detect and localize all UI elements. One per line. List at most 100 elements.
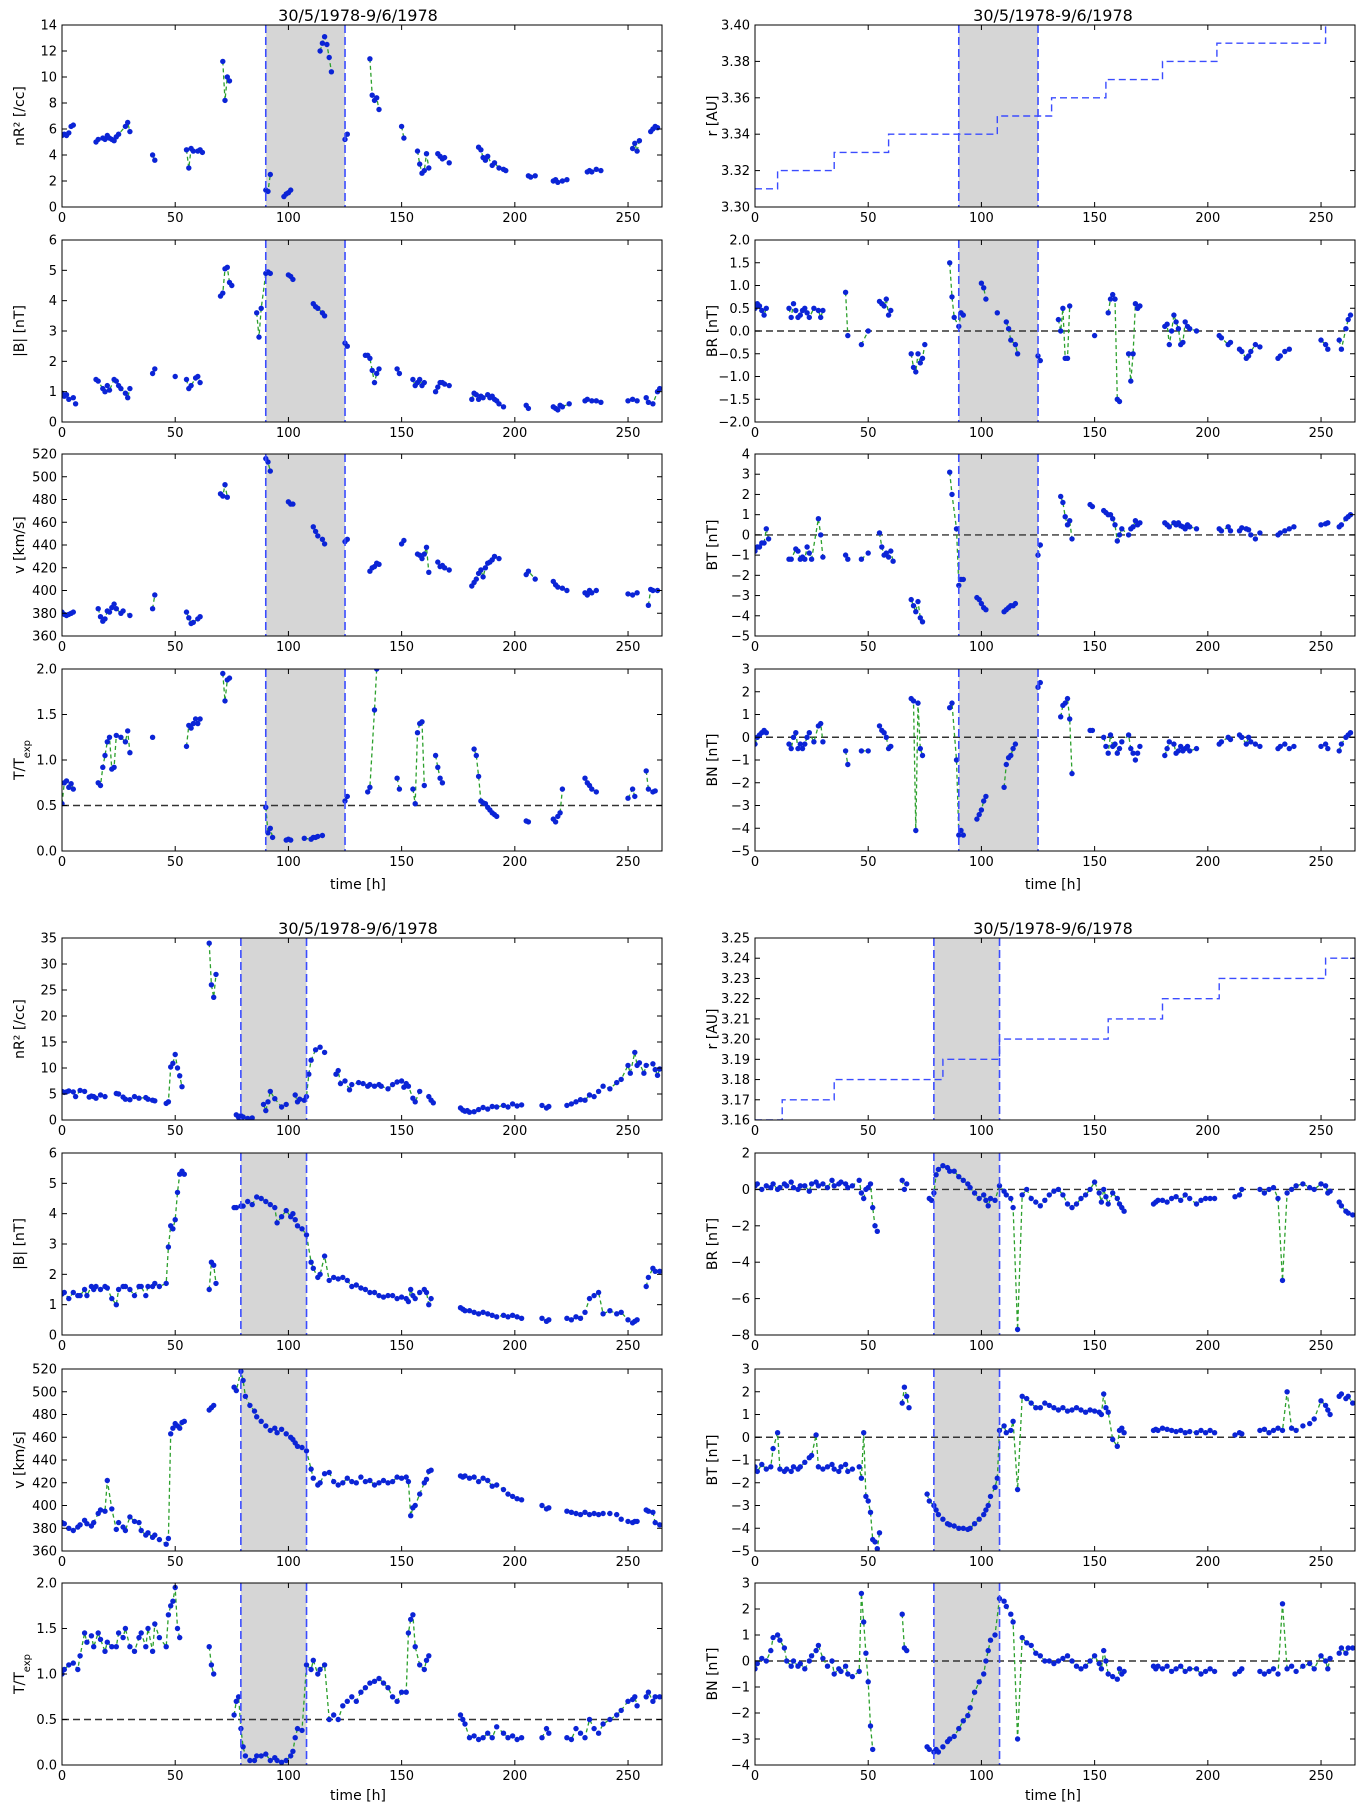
data-point-b1-left-3-68 [482,565,489,571]
data-point-b2-right-2-51 [960,1177,966,1184]
data-point-b2-right-4-34 [867,1723,874,1729]
data-point-b1-left-3-50 [401,537,407,544]
data-point-b1-left-2-91 [559,404,566,410]
data-point-b2-left-2-88 [412,1295,418,1302]
data-point-b2-right-4-111 [1261,1671,1268,1677]
plot-area-b1-right-1 [755,25,1327,190]
data-point-b1-right-2-9 [790,301,797,307]
data-point-b1-right-4-58 [1062,700,1068,706]
y-tick-label-b1-right-4-3: −3 [731,799,750,814]
y-tick-label-b2-right-1-3: 3.18 [721,1073,750,1088]
data-point-b1-left-1-73 [496,165,502,171]
data-point-b2-left-1-71 [371,1083,378,1089]
x-tick-label-b2-right-4-2: 50 [860,1769,877,1784]
x-tick-label-b2-left-3-5: 200 [502,1555,527,1570]
data-point-b2-right-2-122 [1307,1184,1313,1191]
x-tick-label-b1-right-2-4: 150 [1082,426,1107,441]
x-tick-label-b1-left-4-4: 150 [389,855,414,870]
data-point-b1-left-1-28 [199,149,206,156]
data-point-b1-right-2-88 [1218,335,1225,341]
data-point-b2-left-1-65 [346,1087,353,1093]
data-point-b2-left-4-72 [353,1698,359,1705]
shaded-interval-b1-left-4 [265,669,346,851]
data-point-b2-left-4-13 [102,1648,108,1655]
data-point-b2-right-2-20 [820,1181,826,1187]
data-point-b2-left-3-50 [263,1423,269,1429]
data-point-b2-right-2-76 [1060,1192,1066,1198]
data-point-b2-left-4-103 [505,1735,511,1741]
y-tick-label-b2-right-1-4: 3.19 [721,1053,750,1068]
data-point-b1-right-2-22 [845,332,851,339]
data-point-b1-right-3-9 [788,556,794,562]
data-point-b1-left-1-40 [317,48,323,54]
data-point-b2-right-3-47 [935,1511,942,1518]
data-point-b2-left-3-22 [136,1519,142,1526]
x-axis-label-block-2-right: time [h] [1025,1788,1081,1804]
data-point-b2-left-4-52 [274,1757,280,1764]
data-point-b2-right-2-53 [967,1184,973,1191]
data-point-b2-left-2-103 [494,1314,500,1320]
data-point-b2-right-3-96 [1121,1430,1127,1436]
data-point-b2-left-2-98 [471,1309,477,1316]
data-point-b2-left-3-74 [358,1474,364,1480]
y-tick-label-b2-left-2-4: 3 [49,1238,57,1253]
data-point-b2-left-3-66 [321,1471,328,1477]
data-point-b1-right-3-62 [1069,536,1075,542]
y-tick-label-b1-left-3-2: 380 [32,607,57,622]
data-point-b1-right-4-72 [1119,739,1125,745]
y-tick-label-b1-right-2-7: 1.0 [729,279,750,294]
data-point-b2-right-2-42 [928,1197,935,1204]
data-point-b2-left-3-55 [283,1431,289,1437]
data-point-b2-left-4-37 [208,1662,215,1668]
data-point-b2-left-3-100 [480,1475,486,1481]
data-point-b2-left-1-126 [652,1066,658,1073]
data-point-b2-right-3-19 [815,1464,822,1470]
data-point-b1-right-2-104 [1325,346,1331,352]
data-point-b2-right-3-28 [849,1466,856,1472]
data-point-b2-left-2-46 [245,1198,251,1205]
data-point-b1-left-1-6 [70,122,77,128]
data-point-b1-left-2-59 [396,370,403,377]
data-point-b1-left-4-92 [652,788,658,794]
data-point-b2-left-2-59 [294,1223,301,1229]
data-point-b2-right-2-22 [829,1177,835,1184]
x-tick-label-b1-left-1-2: 50 [167,211,184,226]
data-point-b2-right-2-36 [872,1223,878,1229]
data-point-b2-right-2-83 [1091,1179,1098,1185]
data-point-b2-right-3-102 [1168,1427,1175,1434]
data-point-b1-right-2-60 [1067,303,1073,309]
x-tick-label-b1-right-3-4: 150 [1082,640,1107,655]
data-point-b1-right-4-25 [876,723,883,729]
data-point-b2-left-4-75 [367,1680,373,1686]
data-point-b1-right-4-84 [1175,748,1182,754]
data-point-b2-left-2-50 [263,1198,269,1205]
data-point-b1-left-1-53 [398,123,405,130]
data-point-b2-right-4-119 [1300,1663,1306,1669]
data-point-b1-left-3-26 [197,614,203,620]
data-point-b2-right-2-60 [992,1197,998,1204]
data-point-b2-left-3-91 [423,1476,430,1483]
data-point-b2-left-4-21 [131,1648,138,1655]
data-point-b1-left-4-49 [371,707,378,713]
data-point-b2-right-3-53 [960,1525,966,1532]
data-point-b1-right-3-20 [820,554,826,560]
data-point-b2-left-3-6 [77,1522,83,1528]
data-point-b1-left-2-48 [321,313,328,319]
data-point-b1-right-4-21 [842,748,849,754]
data-point-b2-right-2-116 [1275,1195,1281,1202]
data-point-b2-right-2-21 [824,1184,831,1191]
x-tick-label-b2-left-1-3: 100 [276,1124,301,1139]
data-point-b2-left-1-122 [636,1060,643,1066]
data-point-b2-left-2-63 [310,1265,316,1272]
data-point-b2-left-3-86 [408,1513,414,1519]
data-point-b2-left-1-4 [66,1088,72,1094]
data-point-b1-right-2-5 [761,312,767,318]
x-tick-label-b2-right-4-6: 250 [1309,1769,1334,1784]
data-point-b2-right-2-90 [1114,1195,1121,1202]
data-point-b2-left-1-100 [509,1101,516,1107]
x-tick-label-b1-left-4-3: 100 [276,855,301,870]
shaded-interval-b2-left-2 [240,1153,307,1335]
data-point-b2-right-4-100 [1182,1668,1188,1675]
